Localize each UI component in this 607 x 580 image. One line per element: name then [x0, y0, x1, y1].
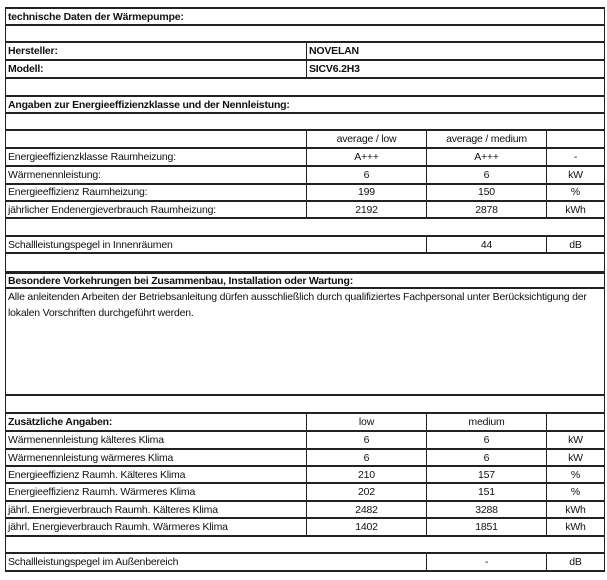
table-row: jährl. Energieverbrauch Raumh. Wärmeres … — [5, 519, 605, 537]
unit: kW — [546, 450, 604, 465]
medium-value: 1851 — [426, 519, 546, 535]
column-header: medium — [426, 414, 546, 430]
medium-value: 3288 — [426, 502, 546, 517]
medium-value: 2878 — [426, 202, 546, 217]
model-value: SICV6.2H3 — [306, 61, 604, 77]
empty-row — [5, 396, 605, 414]
sound-indoor-label: Schallleistungspegel in Innenräumen — [8, 238, 173, 251]
table-header-row: Zusätzliche Angaben: low medium — [5, 414, 605, 432]
medium-value: 150 — [426, 184, 546, 200]
precautions-text: Alle anleitenden Arbeiten der Betriebsan… — [8, 291, 587, 319]
low-value: 2192 — [306, 202, 426, 217]
low-value: 210 — [306, 467, 426, 482]
efficiency-section-title-row: Angaben zur Energieeffizienzklasse und d… — [5, 97, 605, 114]
medium-value: 151 — [426, 484, 546, 500]
sound-indoor-row: Schallleistungspegel in Innenräumen 44 d… — [5, 237, 605, 254]
medium-value: 6 — [426, 432, 546, 448]
column-header: average / medium — [426, 131, 546, 147]
sound-indoor-unit: dB — [546, 237, 604, 252]
low-value: 1402 — [306, 519, 426, 535]
unit: % — [546, 184, 604, 200]
row-label: Wärmenennleistung: — [8, 169, 101, 181]
precautions-title-row: Besondere Vorkehrungen bei Zusammenbau, … — [5, 272, 605, 289]
table-row: Wärmenennleistung wärmeres Klima 6 6 kW — [5, 450, 605, 467]
table-row: jährlicher Endenergieverbrauch Raumheizu… — [5, 202, 605, 219]
row-label: Energieeffizienz Raumh. Wärmeres Klima — [8, 486, 196, 498]
table-row: Energieeffizienz Raumheizung: 199 150% — [5, 184, 605, 202]
unit: kWh — [546, 519, 604, 535]
unit: kWh — [546, 502, 604, 517]
low-value: 202 — [306, 484, 426, 500]
column-header — [546, 414, 604, 430]
column-header — [546, 131, 604, 147]
unit: kW — [546, 432, 604, 448]
sound-indoor-value: 44 — [426, 237, 546, 252]
sound-outdoor-value: - — [426, 554, 546, 570]
manufacturer-value: NOVELAN — [306, 43, 604, 59]
unit: kWh — [546, 202, 604, 217]
table-row: Energieeffizienzklasse Raumheizung: A+++ A… — [5, 149, 605, 167]
section-title: Angaben zur Energieeffizienzklasse und d… — [8, 98, 290, 111]
empty-row — [5, 254, 605, 272]
row-label: Energieeffizienz Raumheizung: — [8, 186, 148, 198]
row-label: Wärmenennleistung kälteres Klima — [8, 434, 164, 446]
empty-row — [5, 114, 605, 131]
empty-row — [5, 537, 605, 554]
empty-row — [5, 79, 605, 97]
section-title: Zusätzliche Angaben: — [8, 416, 113, 428]
medium-value: 6 — [426, 167, 546, 183]
unit: % — [546, 467, 604, 482]
medium-value: 157 — [426, 467, 546, 482]
unit: - — [546, 149, 604, 165]
row-label: Energieeffizienz Raumh. Kälteres Klima — [8, 468, 186, 481]
manufacturer-label: Hersteller: — [8, 45, 58, 57]
table-header-row: average / low average / medium — [5, 131, 605, 149]
manufacturer-row: Hersteller: NOVELAN — [5, 43, 605, 61]
medium-value: 6 — [426, 450, 546, 465]
table-row: Energieeffizienz Raumh. Wärmeres Klima 20… — [5, 484, 605, 502]
table-row: jährl. Energieverbrauch Raumh. Kälteres … — [5, 502, 605, 519]
table-row: Wärmenennleistung: 6 6 kW — [5, 167, 605, 185]
model-label: Modell: — [8, 63, 44, 75]
sound-outdoor-label: Schallleistungspegel im Außenbereich — [8, 556, 179, 568]
header-label — [6, 131, 306, 147]
title-row: technische Daten der Wärmepumpe: — [5, 7, 605, 26]
precautions-text-row: Alle anleitenden Arbeiten der Betriebsan… — [5, 289, 605, 396]
empty-row — [5, 219, 605, 237]
sound-outdoor-row: Schallleistungspegel im Außenbereich - d… — [5, 554, 605, 572]
table-row: Energieeffizienz Raumh. Kälteres Klima 21… — [5, 467, 605, 484]
low-value: 2482 — [306, 502, 426, 517]
column-header: low — [306, 414, 426, 430]
unit: % — [546, 484, 604, 500]
row-label: Wärmenennleistung wärmeres Klima — [8, 451, 174, 464]
low-value: 199 — [306, 184, 426, 200]
empty-row — [5, 26, 605, 43]
model-row: Modell: SICV6.2H3 — [5, 61, 605, 79]
unit: kW — [546, 167, 604, 183]
low-value: 6 — [306, 167, 426, 183]
page-title: technische Daten der Wärmepumpe: — [8, 10, 184, 23]
section-title: Besondere Vorkehrungen bei Zusammenbau, … — [8, 274, 354, 287]
medium-value: A+++ — [426, 149, 546, 165]
row-label: jährl. Energieverbrauch Raumh. Wärmeres … — [8, 521, 228, 533]
table-row: Wärmenennleistung kälteres Klima 6 6 kW — [5, 432, 605, 450]
row-label: jährlicher Endenergieverbrauch Raumheizu… — [8, 203, 216, 216]
row-label: jährl. Energieverbrauch Raumh. Kälteres … — [8, 503, 218, 516]
low-value: 6 — [306, 450, 426, 465]
sound-outdoor-unit: dB — [546, 554, 604, 570]
low-value: 6 — [306, 432, 426, 448]
low-value: A+++ — [306, 149, 426, 165]
column-header: average / low — [306, 131, 426, 147]
row-label: Energieeffizienzklasse Raumheizung: — [8, 151, 176, 163]
